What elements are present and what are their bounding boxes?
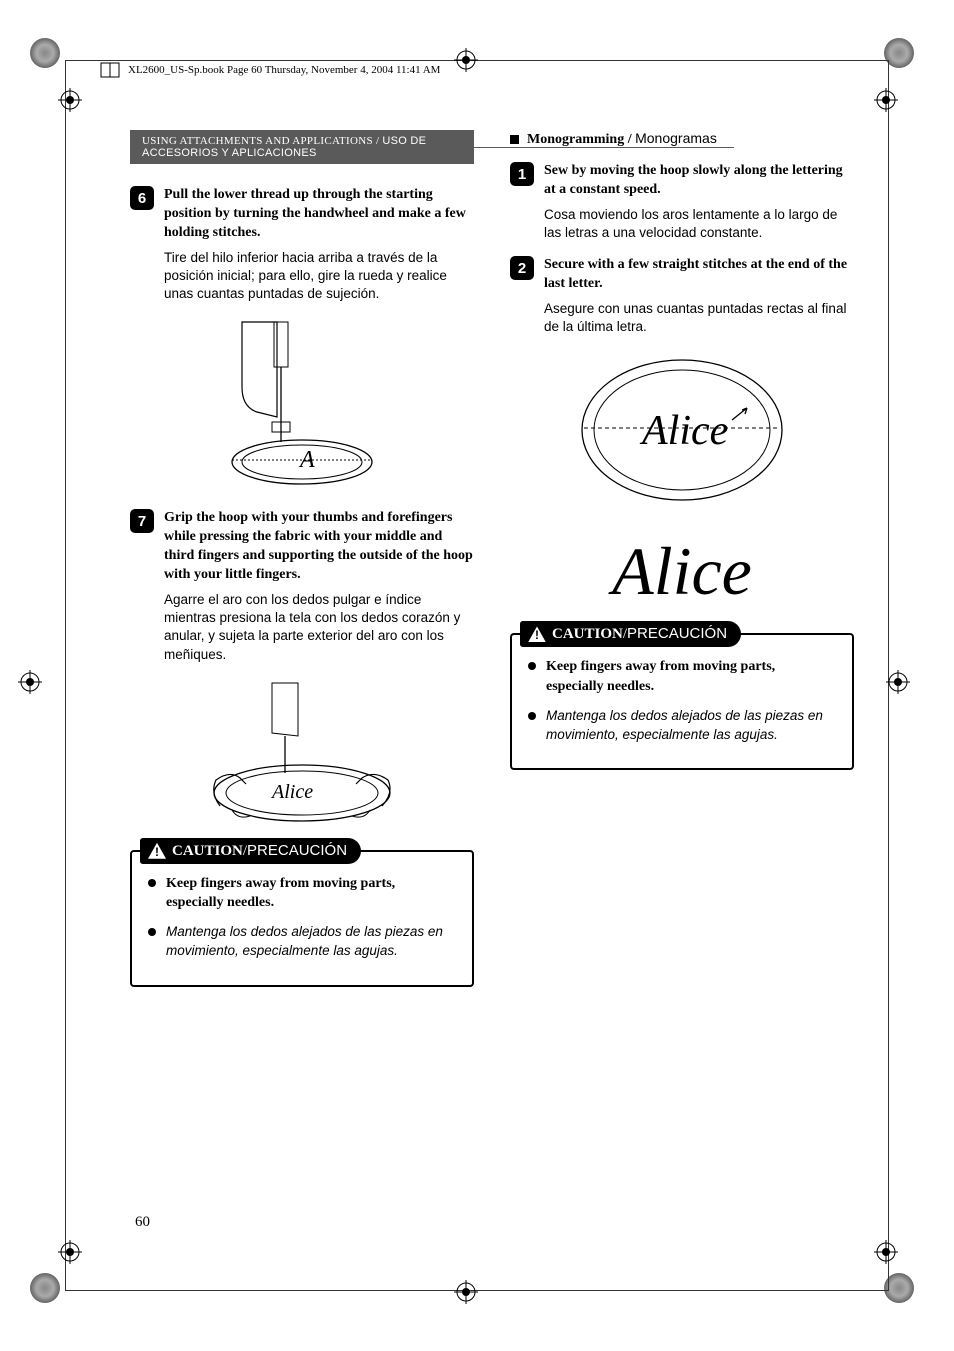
bullet-icon xyxy=(528,712,536,720)
doc-header-text: XL2600_US-Sp.book Page 60 Thursday, Nove… xyxy=(128,64,440,76)
caution-box-right: CAUTION/PRECAUCIÓN Keep fingers away fro… xyxy=(510,633,854,770)
caution-tag-left: CAUTION/PRECAUCIÓN xyxy=(140,838,361,864)
register-target-icon xyxy=(874,1240,898,1264)
step-1: 1 Sew by moving the hoop slowly along th… xyxy=(510,162,854,242)
left-column: USING ATTACHMENTS AND APPLICATIONS / USO… xyxy=(130,130,474,987)
square-bullet-icon xyxy=(510,135,519,144)
illustration-hands-hoop: Alice xyxy=(130,678,474,828)
register-target-icon xyxy=(874,88,898,112)
warning-icon xyxy=(148,843,166,859)
register-target-icon xyxy=(886,670,910,694)
step2-es: Asegure con unas cuantas puntadas rectas… xyxy=(544,300,854,336)
caution-right-item-en: Keep fingers away from moving parts, esp… xyxy=(528,657,836,696)
alice-script-sample: Alice xyxy=(510,532,854,611)
crop-mark-br xyxy=(884,1273,924,1313)
step-2: 2 Secure with a few straight stitches at… xyxy=(510,256,854,336)
caution-right-item-es: Mantenga los dedos alejados de las pieza… xyxy=(528,707,836,745)
register-target-icon xyxy=(58,88,82,112)
bullet-icon xyxy=(528,662,536,670)
step1-es: Cosa moviendo los aros lentamente a lo l… xyxy=(544,206,854,242)
crop-mark-tr xyxy=(884,38,924,78)
page-number: 60 xyxy=(135,1214,150,1231)
svg-text:Alice: Alice xyxy=(270,781,313,803)
section-banner: USING ATTACHMENTS AND APPLICATIONS / USO… xyxy=(130,130,474,164)
register-target-icon xyxy=(58,1240,82,1264)
illustration-monogram-hoop: Alice xyxy=(510,350,854,510)
step-7: 7 Grip the hoop with your thumbs and for… xyxy=(130,509,474,663)
warning-icon xyxy=(528,626,546,642)
doc-header: XL2600_US-Sp.book Page 60 Thursday, Nove… xyxy=(100,62,440,78)
book-icon xyxy=(100,62,122,78)
caution-tag-right: CAUTION/PRECAUCIÓN xyxy=(520,621,741,647)
illustration-needle-hoop: A xyxy=(130,317,474,487)
register-target-icon xyxy=(18,670,42,694)
step6-en: Pull the lower thread up through the sta… xyxy=(164,186,474,243)
bullet-icon xyxy=(148,928,156,936)
svg-text:Alice: Alice xyxy=(639,408,728,454)
step1-en: Sew by moving the hoop slowly along the … xyxy=(544,162,854,200)
step-badge-7: 7 xyxy=(130,509,154,533)
caution-box-left: CAUTION/PRECAUCIÓN Keep fingers away fro… xyxy=(130,850,474,987)
right-column: Monogramming / Monogramas 1 Sew by movin… xyxy=(504,130,854,987)
step-badge-1: 1 xyxy=(510,162,534,186)
step-6: 6 Pull the lower thread up through the s… xyxy=(130,186,474,303)
banner-en: USING ATTACHMENTS AND APPLICATIONS xyxy=(142,135,373,147)
crop-mark-bl xyxy=(30,1273,70,1313)
step2-en: Secure with a few straight stitches at t… xyxy=(544,256,854,294)
register-target-icon xyxy=(454,48,478,72)
caution-left-item-es: Mantenga los dedos alejados de las pieza… xyxy=(148,923,456,961)
caution-left-item-en: Keep fingers away from moving parts, esp… xyxy=(148,874,456,913)
step6-es: Tire del hilo inferior hacia arriba a tr… xyxy=(164,249,474,304)
step-badge-2: 2 xyxy=(510,256,534,280)
step7-en: Grip the hoop with your thumbs and foref… xyxy=(164,509,474,585)
crop-mark-tl xyxy=(30,38,70,78)
register-target-icon xyxy=(454,1280,478,1304)
subheading-monogramming: Monogramming / Monogramas xyxy=(510,130,854,148)
step-badge-6: 6 xyxy=(130,186,154,210)
step7-es: Agarre el aro con los dedos pulgar e índ… xyxy=(164,591,474,664)
bullet-icon xyxy=(148,879,156,887)
